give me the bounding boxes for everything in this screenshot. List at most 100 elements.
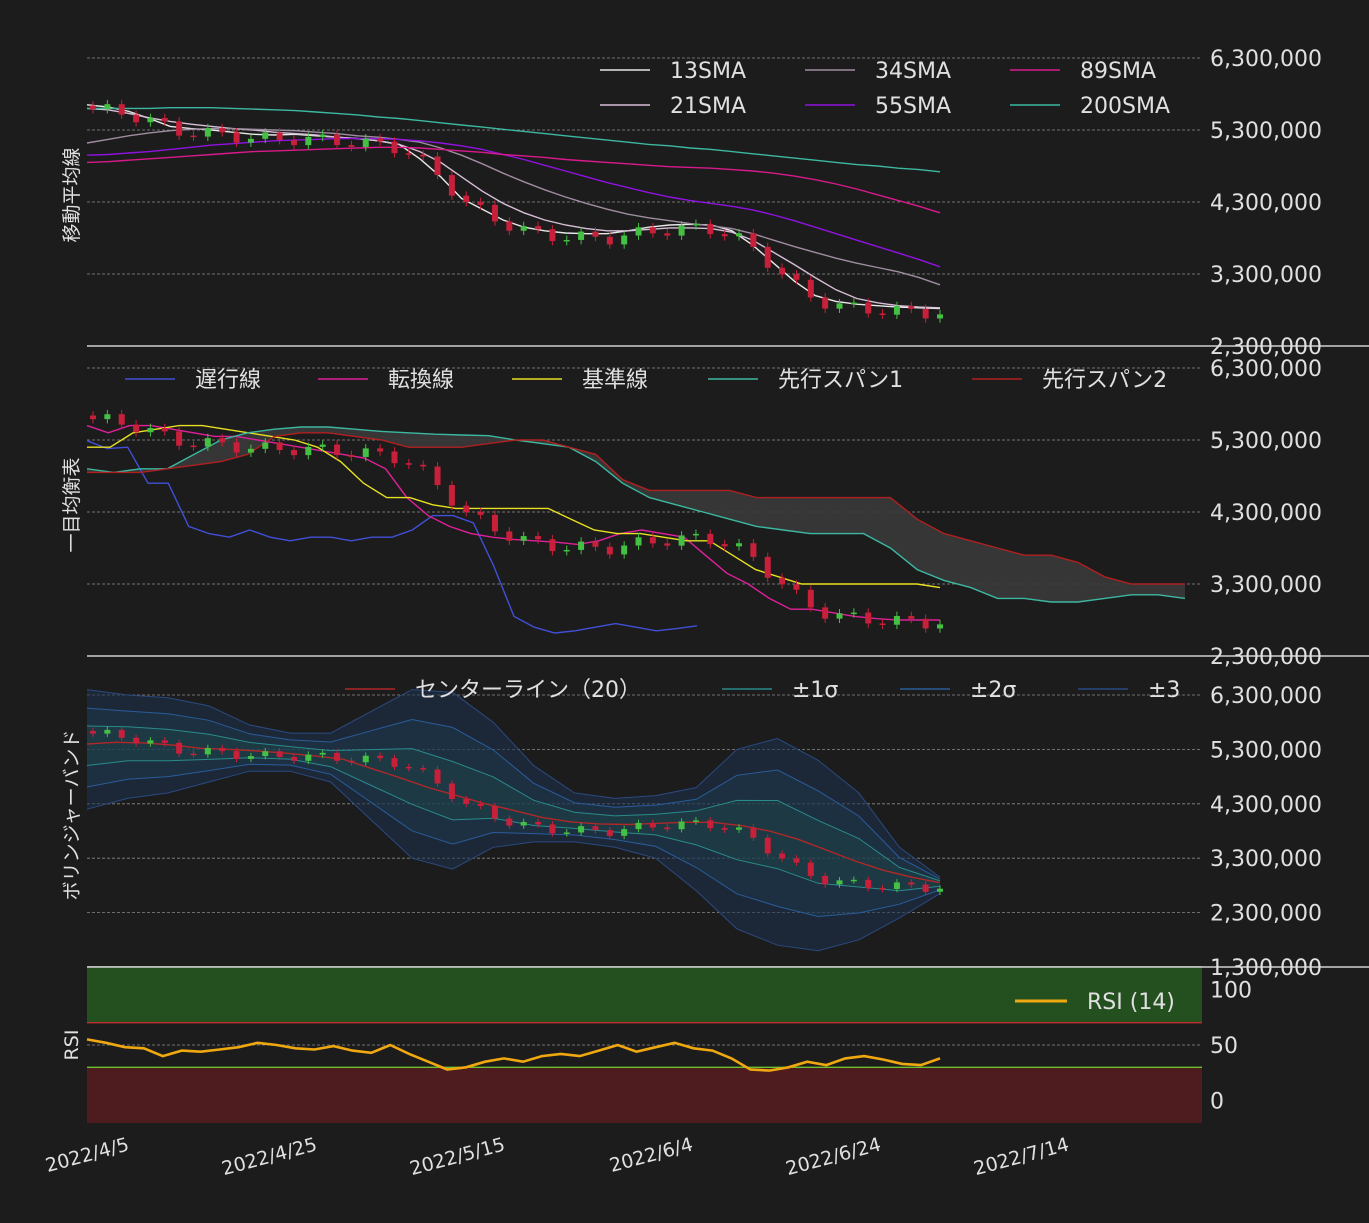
y-tick-label: 2,300,000 — [1210, 902, 1322, 927]
candle-body — [908, 616, 915, 619]
y-tick-label: 5,300,000 — [1210, 429, 1322, 454]
bollinger-1sigma-line — [86, 725, 941, 882]
candle-body — [578, 826, 585, 833]
candle-body — [807, 279, 814, 298]
candle-body — [721, 828, 728, 830]
candle-body — [893, 306, 900, 315]
candle-body — [305, 136, 312, 146]
candle-body — [118, 414, 125, 425]
candle-body — [908, 882, 915, 885]
bollinger-lower-3-line — [86, 770, 941, 952]
candle-body — [233, 132, 240, 143]
candle-body — [448, 783, 455, 799]
candle-body — [563, 239, 570, 242]
candle-body — [463, 798, 470, 804]
series-line-rsi — [86, 1038, 941, 1072]
candle-body — [362, 448, 369, 457]
candle-body — [118, 729, 125, 738]
candle-body — [334, 752, 341, 761]
legend-label: ±1σ — [792, 678, 838, 703]
legend-label: センターライン（20） — [415, 678, 641, 703]
candle-body — [879, 623, 886, 625]
candle-body — [219, 128, 226, 133]
candle-body — [334, 134, 341, 146]
y-tick-label: 5,300,000 — [1210, 738, 1322, 763]
candle-body — [506, 531, 513, 541]
series-line-moving-average — [86, 104, 941, 310]
series-line-bollinger — [86, 741, 941, 884]
candle-body — [90, 415, 96, 420]
candle-body — [362, 138, 369, 147]
series-line-ichimoku — [87, 424, 941, 589]
candle-body — [133, 424, 140, 433]
candle-body — [491, 805, 498, 819]
candle-body — [290, 140, 297, 146]
candle-body — [678, 225, 685, 236]
bollinger-2sigma-line — [86, 707, 941, 880]
candle-body — [133, 737, 140, 744]
candle-body — [233, 751, 240, 759]
candle-body — [822, 875, 829, 885]
bollinger-upper-3-line — [86, 689, 941, 878]
candle-body — [305, 754, 312, 761]
candle-body — [262, 132, 269, 139]
legend-label: 89SMA — [1080, 59, 1156, 84]
candle-body — [491, 204, 498, 222]
candle-body — [204, 438, 211, 447]
candle-body — [334, 444, 341, 456]
candle-body — [362, 755, 369, 763]
candle-body — [764, 246, 771, 268]
candle-body — [707, 223, 714, 235]
candle-body — [463, 505, 470, 513]
candle-body — [807, 862, 814, 876]
candle-body — [549, 539, 556, 552]
candle-body — [937, 888, 943, 892]
legend-label: 先行スパン1 — [778, 368, 903, 393]
candle-body — [420, 768, 427, 770]
candle-body — [348, 760, 355, 763]
candle-body — [779, 577, 786, 585]
candle-body — [922, 618, 929, 629]
candle-body — [420, 464, 427, 467]
series-line-ichimoku — [86, 424, 940, 621]
candle-body — [664, 543, 671, 546]
y-tick-label: 6,300,000 — [1210, 684, 1322, 709]
candle-body — [147, 740, 154, 744]
candle-body — [563, 549, 570, 552]
candle-body — [549, 824, 556, 834]
candle-body — [937, 624, 943, 629]
candle-body — [190, 445, 197, 448]
candle-body — [319, 444, 326, 447]
candle-body — [520, 821, 527, 826]
candle-body — [836, 880, 843, 885]
candle-body — [549, 229, 556, 242]
candle-body — [176, 742, 183, 754]
candle-body — [276, 442, 283, 451]
candle-body — [649, 537, 656, 544]
candle-body — [161, 428, 168, 432]
candle-body — [477, 202, 484, 205]
candle-body — [463, 195, 470, 203]
y-tick-label: 100 — [1210, 978, 1252, 1003]
candle-body — [721, 544, 728, 547]
bollinger-2sigma-fill — [87, 708, 940, 917]
candle-body — [305, 446, 312, 456]
candle-body — [204, 128, 211, 137]
candle-body — [793, 274, 800, 280]
candle-body — [592, 541, 599, 547]
candle-body — [448, 485, 455, 506]
y-tick-label: 5,300,000 — [1210, 119, 1322, 144]
candle-body — [922, 308, 929, 319]
candle-body — [377, 138, 384, 142]
y-tick-label: 6,300,000 — [1210, 47, 1322, 72]
candle-body — [506, 221, 513, 231]
legend-label: 21SMA — [670, 94, 746, 119]
candle-body — [147, 428, 154, 433]
candle-body — [319, 134, 326, 137]
candle-body — [477, 803, 484, 806]
candle-body — [721, 234, 728, 237]
candle-body — [750, 543, 757, 557]
candle-body — [793, 858, 800, 863]
candle-body — [865, 879, 872, 889]
candle-body — [190, 135, 197, 138]
